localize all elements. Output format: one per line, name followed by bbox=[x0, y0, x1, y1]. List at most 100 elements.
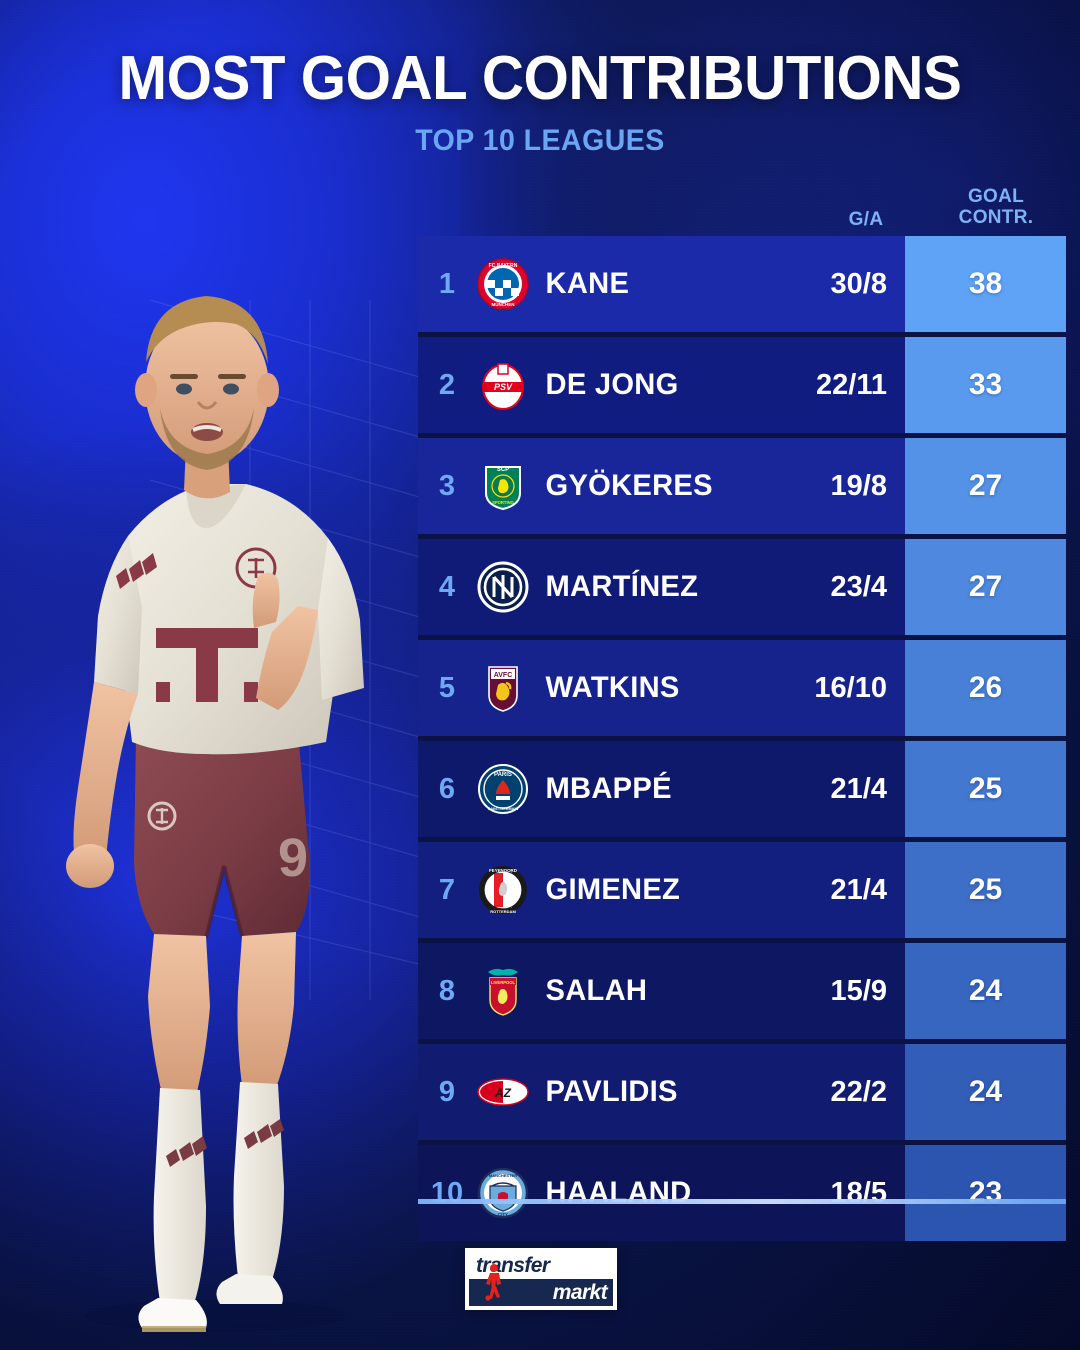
psg-crest: PARIS SAINT-GERMAIN bbox=[476, 762, 530, 816]
row-separator bbox=[418, 1039, 1066, 1044]
table-row[interactable]: 2 PSV DE JONG 22/11 33 bbox=[418, 337, 1066, 433]
goals-assists-value: 22/2 bbox=[830, 1075, 887, 1108]
liverpool-crest: LIVERPOOL bbox=[476, 964, 530, 1018]
row-separator bbox=[418, 635, 1066, 640]
table-row-main: 4 MARTÍNEZ 23/4 bbox=[418, 539, 905, 635]
player-photo-harry-kane: 9 bbox=[66, 296, 364, 1332]
row-separator bbox=[418, 938, 1066, 943]
leaderboard-table: 1 FC BAYERN MÜNCHEN KANE 30/8 38 2 PSV DE JONG 22… bbox=[418, 236, 1066, 1241]
transfermarkt-player-icon bbox=[485, 1264, 501, 1301]
goal-contributions-value: 25 bbox=[968, 772, 1003, 805]
svg-text:FEYENOORD: FEYENOORD bbox=[489, 868, 517, 873]
column-header-goal-contr-line2: CONTR. bbox=[958, 207, 1034, 229]
goal-contributions-value: 33 bbox=[968, 368, 1003, 401]
goal-contributions-cell: 24 bbox=[905, 943, 1066, 1039]
rank-value: 5 bbox=[438, 671, 456, 704]
column-header-goal-contr: GOAL CONTR. bbox=[916, 186, 1076, 229]
table-row[interactable]: 5 AVFC WATKINS 16/10 26 bbox=[418, 640, 1066, 736]
column-header-goal-contr-line1: GOAL bbox=[967, 186, 1025, 207]
rank-value: 2 bbox=[438, 368, 456, 401]
svg-text:AZ: AZ bbox=[494, 1086, 512, 1100]
table-row-main: 6 PARIS SAINT-GERMAIN MBAPPÉ 21/4 bbox=[418, 741, 905, 837]
man-city-crest: MANCHESTER CITY bbox=[476, 1166, 530, 1220]
table-column-headers: G/A GOAL CONTR. bbox=[418, 176, 1066, 236]
player-name: PAVLIDIS bbox=[545, 1075, 678, 1108]
svg-text:SAINT-GERMAIN: SAINT-GERMAIN bbox=[488, 807, 519, 811]
goal-contributions-cell: 25 bbox=[905, 842, 1066, 938]
svg-text:SPORTING: SPORTING bbox=[492, 500, 514, 505]
rank-value: 9 bbox=[438, 1075, 456, 1108]
table-row[interactable]: 10 MANCHESTER CITY HAALAND 18/5 23 bbox=[418, 1145, 1066, 1241]
table-row-main: 7 FEYENOORD ROTTERDAM GIMENEZ 21/4 bbox=[418, 842, 905, 938]
rank-value: 3 bbox=[438, 469, 456, 502]
row-separator bbox=[418, 837, 1066, 842]
table-row[interactable]: 8 LIVERPOOL SALAH 15/9 24 bbox=[418, 943, 1066, 1039]
rank-value: 4 bbox=[438, 570, 456, 603]
svg-text:9: 9 bbox=[278, 828, 308, 888]
player-name: GIMENEZ bbox=[545, 873, 681, 906]
goals-assists-value: 15/9 bbox=[830, 974, 887, 1007]
rank-value: 6 bbox=[438, 772, 456, 805]
table-row-main: 1 FC BAYERN MÜNCHEN KANE 30/8 bbox=[418, 236, 905, 332]
transfermarkt-logo-inner: transfer markt bbox=[469, 1252, 613, 1306]
table-row[interactable]: 9 AZ PAVLIDIS 22/2 24 bbox=[418, 1044, 1066, 1140]
row-separator bbox=[418, 1140, 1066, 1145]
svg-text:MÜNCHEN: MÜNCHEN bbox=[492, 301, 515, 307]
goals-assists-value: 21/4 bbox=[830, 772, 887, 805]
goal-contributions-value: 24 bbox=[968, 974, 1003, 1007]
svg-text:PARIS: PARIS bbox=[494, 772, 512, 778]
goal-contributions-cell: 25 bbox=[905, 741, 1066, 837]
table-row-main: 5 AVFC WATKINS 16/10 bbox=[418, 640, 905, 736]
transfermarkt-wordmark-bottom: markt bbox=[552, 1281, 608, 1304]
svg-text:FC BAYERN: FC BAYERN bbox=[489, 263, 518, 269]
goals-assists-value: 19/8 bbox=[830, 469, 887, 502]
az-alkmaar-crest: AZ bbox=[476, 1065, 530, 1119]
row-separator bbox=[418, 332, 1066, 337]
goal-contributions-value: 25 bbox=[968, 873, 1003, 906]
table-row[interactable]: 6 PARIS SAINT-GERMAIN MBAPPÉ 21/4 25 bbox=[418, 741, 1066, 837]
table-row[interactable]: 1 FC BAYERN MÜNCHEN KANE 30/8 38 bbox=[418, 236, 1066, 332]
goal-contributions-value: 27 bbox=[968, 570, 1003, 603]
player-name: MBAPPÉ bbox=[545, 772, 672, 805]
goal-contributions-value: 38 bbox=[968, 267, 1003, 300]
page-subtitle: TOP 10 LEAGUES bbox=[415, 124, 665, 157]
table-row-main: 3 SCP SPORTING GYÖKERES 19/8 bbox=[418, 438, 905, 534]
row-separator bbox=[418, 433, 1066, 438]
svg-text:CITY: CITY bbox=[498, 1212, 508, 1217]
rank-value: 7 bbox=[438, 873, 456, 906]
goals-assists-value: 30/8 bbox=[830, 267, 887, 300]
player-name: WATKINS bbox=[545, 671, 680, 704]
goals-assists-value: 21/4 bbox=[830, 873, 887, 906]
table-row-main: 9 AZ PAVLIDIS 22/2 bbox=[418, 1044, 905, 1140]
goal-contributions-cell: 26 bbox=[905, 640, 1066, 736]
svg-text:MANCHESTER: MANCHESTER bbox=[489, 1173, 517, 1178]
player-name: GYÖKERES bbox=[545, 469, 713, 502]
svg-text:LIVERPOOL: LIVERPOOL bbox=[491, 980, 516, 985]
table-row[interactable]: 3 SCP SPORTING GYÖKERES 19/8 27 bbox=[418, 438, 1066, 534]
goal-contributions-value: 23 bbox=[968, 1176, 1003, 1209]
rank-value: 1 bbox=[438, 267, 456, 300]
table-row-main: 10 MANCHESTER CITY HAALAND 18/5 bbox=[418, 1145, 905, 1241]
table-bottom-rule bbox=[418, 1199, 1066, 1204]
svg-text:SCP: SCP bbox=[497, 467, 509, 473]
table-row[interactable]: 7 FEYENOORD ROTTERDAM GIMENEZ 21/4 25 bbox=[418, 842, 1066, 938]
player-name: KANE bbox=[545, 267, 630, 300]
goals-assists-value: 23/4 bbox=[830, 570, 887, 603]
goal-contributions-cell: 38 bbox=[905, 236, 1066, 332]
player-name: DE JONG bbox=[545, 368, 679, 401]
page-title: MOST GOAL CONTRIBUTIONS bbox=[118, 44, 962, 113]
row-separator bbox=[418, 534, 1066, 539]
goal-contributions-cell: 24 bbox=[905, 1044, 1066, 1140]
svg-text:PSV: PSV bbox=[494, 382, 513, 392]
player-name: SALAH bbox=[545, 974, 648, 1007]
goal-contributions-cell: 27 bbox=[905, 438, 1066, 534]
table-row[interactable]: 4 MARTÍNEZ 23/4 27 bbox=[418, 539, 1066, 635]
feyenoord-crest: FEYENOORD ROTTERDAM bbox=[476, 863, 530, 917]
sporting-cp-crest: SCP SPORTING bbox=[476, 459, 530, 513]
player-name: HAALAND bbox=[545, 1176, 692, 1209]
goal-contributions-value: 24 bbox=[968, 1075, 1003, 1108]
player-name: MARTÍNEZ bbox=[545, 570, 699, 603]
goal-contributions-value: 27 bbox=[968, 469, 1003, 502]
goal-contributions-value: 26 bbox=[968, 671, 1003, 704]
